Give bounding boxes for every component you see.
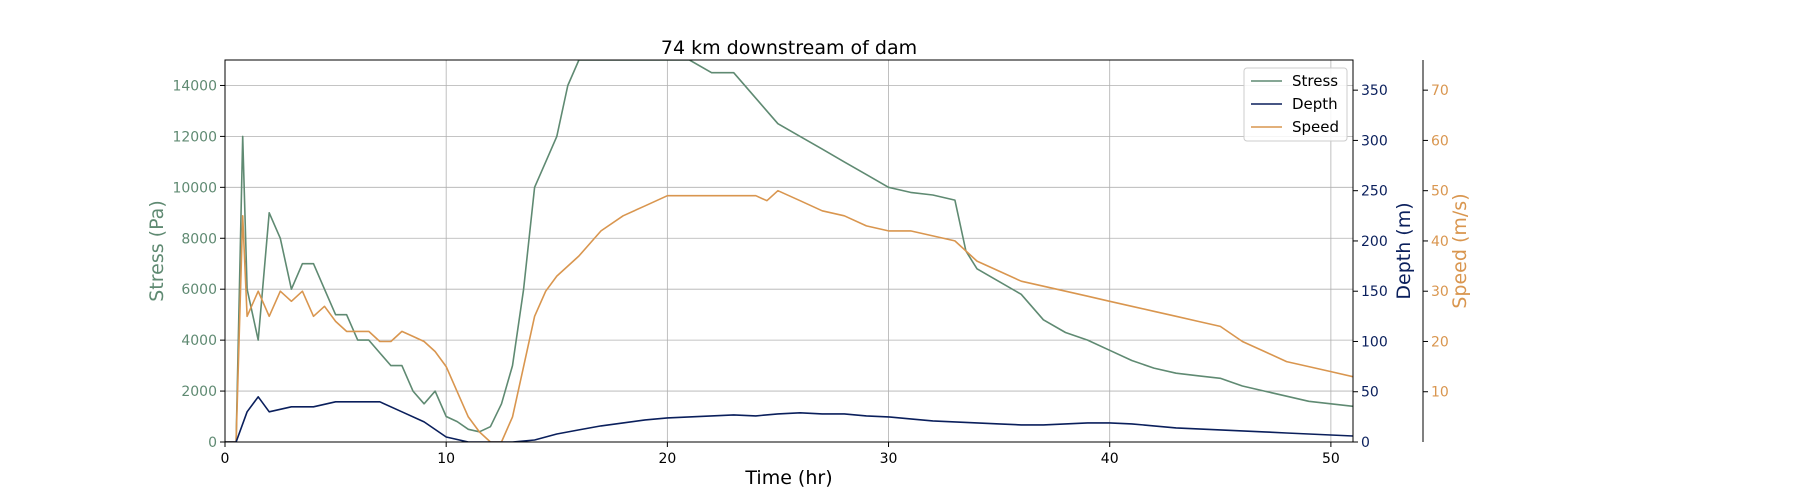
depth-tick-label: 250 bbox=[1361, 184, 1388, 200]
speed-tick-label: 40 bbox=[1431, 234, 1449, 250]
x-tick-label: 30 bbox=[880, 451, 898, 467]
legend-label-speed: Speed bbox=[1292, 118, 1339, 136]
x-tick-label: 50 bbox=[1322, 451, 1340, 467]
stress-tick-label: 12000 bbox=[172, 129, 217, 145]
x-tick-label: 20 bbox=[658, 451, 676, 467]
depth-tick-label: 100 bbox=[1361, 334, 1388, 350]
series-line-speed bbox=[225, 189, 1353, 442]
x-tick-label: 40 bbox=[1101, 451, 1119, 467]
chart-title: 74 km downstream of dam bbox=[661, 37, 917, 59]
depth-tick-label: 300 bbox=[1361, 133, 1388, 149]
stress-tick-label: 14000 bbox=[172, 78, 217, 94]
speed-tick-label: 50 bbox=[1431, 184, 1449, 200]
depth-tick-label: 0 bbox=[1361, 435, 1370, 451]
x-axis-label: Time (hr) bbox=[744, 467, 832, 489]
speed-tick-label: 10 bbox=[1431, 385, 1449, 401]
series-line-depth bbox=[225, 395, 1353, 442]
stress-tick-label: 4000 bbox=[181, 333, 217, 349]
legend-label-stress: Stress bbox=[1292, 72, 1338, 90]
speed-tick-label: 70 bbox=[1431, 83, 1449, 99]
stress-axis-label: Stress (Pa) bbox=[146, 200, 168, 302]
depth-tick-label: 50 bbox=[1361, 385, 1379, 401]
legend: Stress Depth Speed bbox=[1243, 67, 1348, 142]
x-tick-label: 10 bbox=[437, 451, 455, 467]
speed-tick-label: 30 bbox=[1431, 284, 1449, 300]
stress-tick-label: 2000 bbox=[181, 384, 217, 400]
depth-tick-label: 200 bbox=[1361, 234, 1388, 250]
stress-tick-label: 10000 bbox=[172, 180, 217, 196]
ticks: 0 10 20 30 40 5002000400060008000100001200014… bbox=[172, 78, 1448, 467]
speed-axis-label: Speed (m/s) bbox=[1449, 193, 1471, 308]
speed-tick-label: 20 bbox=[1431, 334, 1449, 350]
stress-tick-label: 8000 bbox=[181, 231, 217, 247]
legend-box bbox=[1243, 67, 1348, 142]
depth-tick-label: 350 bbox=[1361, 83, 1388, 99]
speed-tick-label: 60 bbox=[1431, 133, 1449, 149]
series-layer bbox=[225, 60, 1353, 442]
x-tick-label: 0 bbox=[221, 451, 230, 467]
depth-axis-label: Depth (m) bbox=[1393, 202, 1415, 299]
series-line-stress bbox=[225, 60, 1353, 442]
legend-label-depth: Depth bbox=[1292, 95, 1338, 113]
plot-frame bbox=[224, 59, 1354, 443]
stress-tick-label: 0 bbox=[208, 435, 217, 451]
stress-tick-label: 6000 bbox=[181, 282, 217, 298]
depth-tick-label: 150 bbox=[1361, 284, 1388, 300]
